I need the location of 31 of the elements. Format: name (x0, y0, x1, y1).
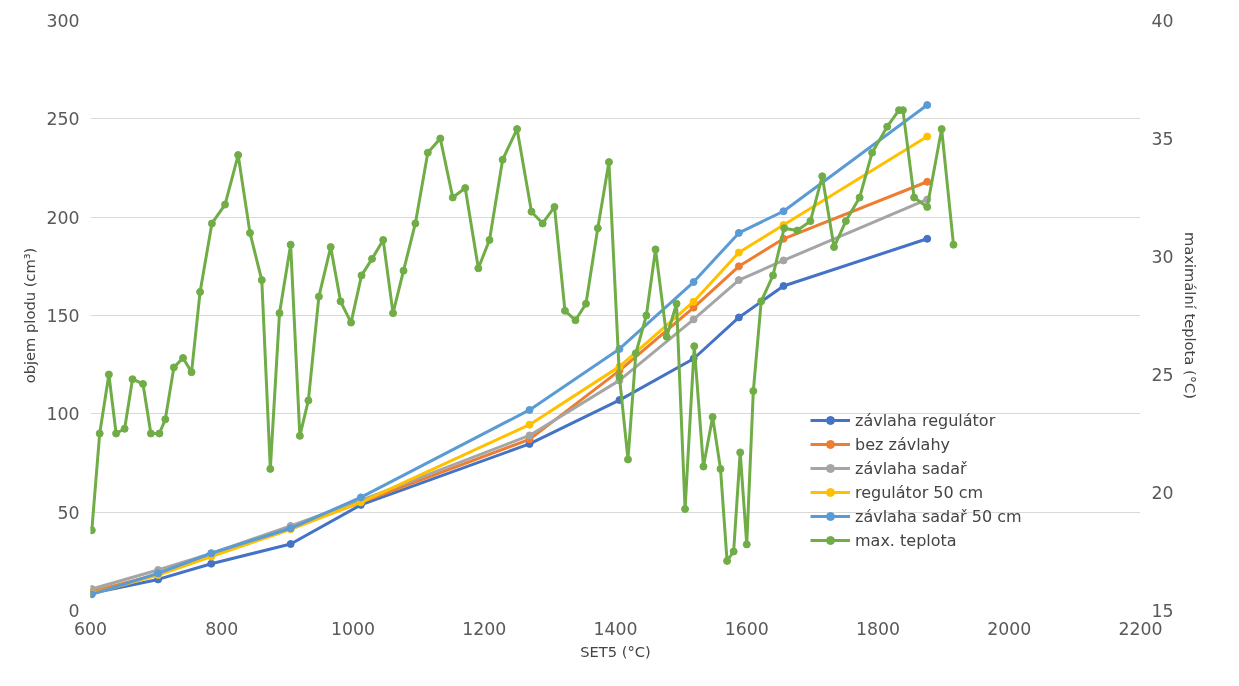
x-tick-label: 600 (73, 618, 108, 639)
legend-label: závlaha regulátor (855, 410, 996, 430)
legend-label: regulátor 50 cm (855, 482, 984, 502)
y-axis-title: objem plodu (cm³) (21, 247, 39, 384)
y-tick-label: 200 (46, 207, 80, 228)
x-tick-label: 2200 (1118, 618, 1163, 639)
y2-tick-label: 35 (1151, 129, 1174, 149)
y-tick-label: 250 (46, 109, 80, 130)
y-tick-label: 0 (68, 601, 80, 621)
y2-axis-title: maximální teplota (°C) (1181, 232, 1199, 399)
legend-label: závlaha sadař 50 cm (855, 506, 1022, 526)
x-tick-label: 1200 (462, 618, 507, 639)
y2-tick-label: 20 (1151, 483, 1174, 503)
y2-tick-label: 40 (1151, 11, 1174, 31)
legend-label: max. teplota (855, 530, 957, 550)
x-tick-label: 1000 (330, 618, 376, 639)
x-tick-label: 1800 (855, 618, 901, 639)
x-tick-label: 800 (205, 618, 239, 639)
y-tick-label: 150 (46, 306, 80, 326)
x-tick-label: 2000 (987, 618, 1032, 639)
legend-label: závlaha sadař (855, 458, 967, 478)
y2-tick-label: 25 (1151, 365, 1174, 385)
y-tick-label: 100 (46, 404, 80, 425)
x-tick-label: 1600 (724, 618, 769, 639)
x-axis-title: SET5 (°C) (580, 642, 651, 660)
x-tick-label: 1400 (593, 618, 638, 639)
y2-tick-label: 30 (1151, 247, 1174, 267)
y-tick-label: 300 (46, 11, 80, 31)
y2-tick-label: 15 (1151, 601, 1174, 621)
legend-label: bez závlahy (855, 434, 951, 454)
y-tick-label: 50 (57, 502, 80, 523)
